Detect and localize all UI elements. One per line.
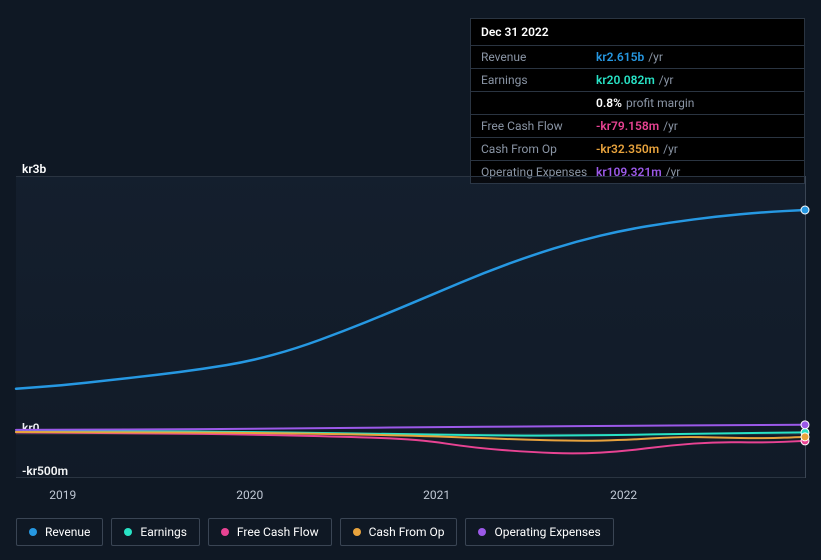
tooltip-date: Dec 31 2022 (471, 19, 804, 45)
legend-item-label: Earnings (140, 525, 187, 539)
x-axis-label: 2021 (423, 488, 450, 502)
legend-dot-icon (124, 528, 132, 536)
tooltip-row-suffix: /yr (663, 119, 678, 133)
legend-item-label: Operating Expenses (494, 525, 600, 539)
legend-dot-icon (478, 528, 486, 536)
tooltip-row-label (481, 96, 596, 110)
x-axis-label: 2022 (610, 488, 637, 502)
tooltip-row-value: 0.8% (596, 96, 622, 110)
legend-item-label: Revenue (45, 525, 90, 539)
y-axis-label: kr3b (22, 162, 46, 176)
x-axis-label: 2019 (49, 488, 76, 502)
chart-svg (16, 177, 805, 477)
tooltip-row: 0.8% profit margin (471, 91, 804, 114)
legend-item-cfo[interactable]: Cash From Op (340, 518, 458, 546)
series-line-opex (16, 425, 805, 430)
tooltip-row: Earningskr20.082m/yr (471, 68, 804, 91)
tooltip-row-value: kr20.082m (596, 73, 655, 87)
chart-plot-area[interactable] (16, 176, 805, 478)
series-end-marker-cfo (801, 433, 809, 441)
tooltip-row-value: -kr32.350m (596, 142, 659, 156)
legend-dot-icon (29, 528, 37, 536)
legend-dot-icon (353, 528, 361, 536)
tooltip-row: Cash From Op-kr32.350m/yr (471, 137, 804, 160)
tooltip-row-label: Cash From Op (481, 142, 596, 156)
legend-dot-icon (221, 528, 229, 536)
series-end-marker-opex (801, 421, 809, 429)
tooltip-row-value: kr2.615b (596, 50, 644, 64)
chart-legend: Revenue Earnings Free Cash Flow Cash From O… (16, 518, 614, 546)
tooltip-row-label: Revenue (481, 50, 596, 64)
legend-item-label: Cash From Op (369, 525, 445, 539)
tooltip-row-suffix: profit margin (626, 96, 694, 110)
legend-item-opex[interactable]: Operating Expenses (465, 518, 613, 546)
tooltip-row: Free Cash Flow-kr79.158m/yr (471, 114, 804, 137)
tooltip-row-label: Earnings (481, 73, 596, 87)
tooltip-row-suffix: /yr (648, 50, 663, 64)
chart-tooltip: Dec 31 2022 Revenuekr2.615b/yrEarningskr… (470, 18, 805, 184)
tooltip-row-value: -kr79.158m (596, 119, 659, 133)
legend-item-earnings[interactable]: Earnings (111, 518, 200, 546)
series-end-marker-revenue (801, 206, 809, 214)
legend-item-label: Free Cash Flow (237, 525, 319, 539)
series-line-revenue (16, 210, 805, 389)
legend-item-revenue[interactable]: Revenue (16, 518, 103, 546)
tooltip-row-label: Free Cash Flow (481, 119, 596, 133)
tooltip-row: Revenuekr2.615b/yr (471, 45, 804, 68)
tooltip-row-suffix: /yr (663, 142, 678, 156)
x-axis-label: 2020 (236, 488, 263, 502)
legend-item-fcf[interactable]: Free Cash Flow (208, 518, 332, 546)
tooltip-row-suffix: /yr (659, 73, 674, 87)
